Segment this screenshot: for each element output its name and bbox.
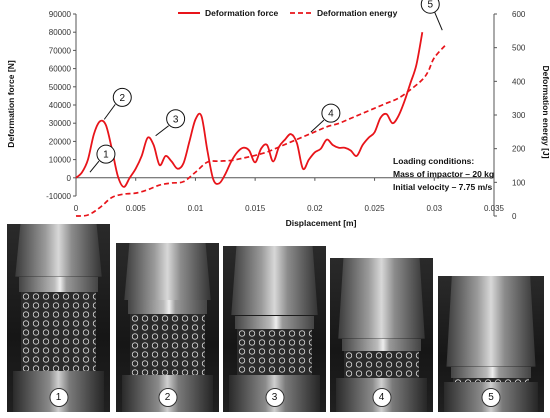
y-left-tick-label: 30000	[49, 119, 72, 128]
y-left-tick-label: 90000	[49, 10, 72, 19]
y-left-tick-label: 50000	[49, 83, 72, 92]
y-left-tick-label: 40000	[49, 101, 72, 110]
x-axis-title: Displacement [m]	[286, 218, 357, 228]
annotation-arrow	[89, 160, 100, 173]
y-right-tick-label: 400	[512, 77, 526, 86]
y-right-tick-label: 600	[512, 10, 526, 19]
chart-legend: Deformation force Deformation energy	[178, 8, 398, 18]
annotation-arrow	[433, 11, 443, 31]
annotation-circle	[321, 103, 341, 123]
loading-conditions-note: Loading conditions: Mass of impactor – 2…	[393, 156, 494, 192]
y-right-tick-label: 200	[512, 145, 526, 154]
force-series-line	[75, 32, 424, 188]
x-tick-label: 0.02	[307, 204, 323, 213]
x-tick-label: 0.01	[188, 204, 204, 213]
x-tick-label: 0	[74, 204, 79, 213]
x-tick-label: 0.015	[245, 204, 266, 213]
annotation-circle	[112, 87, 132, 107]
annotation-circle	[420, 0, 440, 14]
y-right-tick-label: 0	[512, 212, 517, 221]
annotation-circle	[96, 144, 116, 164]
y-left-tick-label: 60000	[49, 65, 72, 74]
y-left-tick-label: 20000	[49, 137, 72, 146]
y-left-tick-label: 70000	[49, 46, 72, 55]
annotation-circle	[166, 109, 186, 129]
x-tick-label: 0.025	[365, 204, 386, 213]
x-tick-label: 0.005	[126, 204, 147, 213]
legend-force-label: Deformation force	[205, 8, 278, 18]
x-tick-label: 0.03	[426, 204, 442, 213]
y-right-tick-label: 500	[512, 44, 526, 53]
x-tick-label: 0.035	[484, 204, 505, 213]
note-line-2: Mass of impactor – 20 kg	[393, 169, 494, 179]
energy-series-line	[75, 43, 447, 217]
note-line-3: Initial velocity – 7.75 m/s	[393, 182, 492, 192]
y-left-tick-label: 0	[67, 174, 72, 183]
annotation-number: 3	[173, 114, 179, 125]
y-axis-left-title: Deformation force [N]	[6, 60, 16, 148]
chart-series	[75, 32, 447, 217]
chart-axes: -100000100002000030000400005000060000700…	[46, 10, 526, 221]
chart-annotations: 1 2 3 4 5	[89, 0, 443, 173]
annotation-number: 5	[427, 0, 433, 11]
y-left-tick-label: 10000	[49, 156, 72, 165]
annotation-arrow	[103, 104, 116, 120]
annotation-number: 1	[103, 150, 109, 161]
note-line-1: Loading conditions:	[393, 156, 474, 166]
legend-energy-label: Deformation energy	[317, 8, 398, 18]
annotation-number: 2	[119, 93, 125, 104]
annotation-number: 4	[328, 109, 334, 120]
y-left-tick-label: -10000	[46, 192, 71, 201]
annotation-arrow	[155, 125, 169, 137]
y-left-tick-label: 80000	[49, 28, 72, 37]
y-right-tick-label: 100	[512, 178, 526, 187]
y-axis-right-title: Deformation energy [J]	[541, 65, 550, 158]
y-right-tick-label: 300	[512, 111, 526, 120]
annotation-arrow	[310, 119, 325, 133]
